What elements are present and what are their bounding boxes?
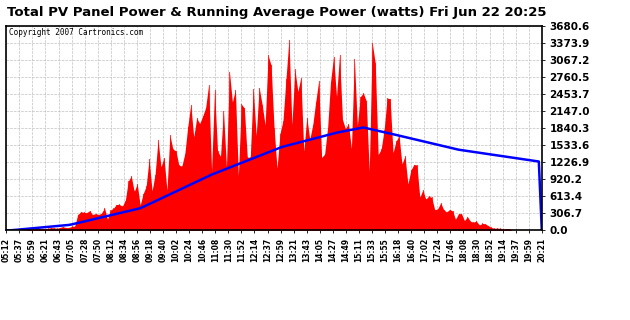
- Text: Copyright 2007 Cartronics.com: Copyright 2007 Cartronics.com: [9, 28, 143, 37]
- Text: Total PV Panel Power & Running Average Power (watts) Fri Jun 22 20:25: Total PV Panel Power & Running Average P…: [8, 6, 547, 20]
